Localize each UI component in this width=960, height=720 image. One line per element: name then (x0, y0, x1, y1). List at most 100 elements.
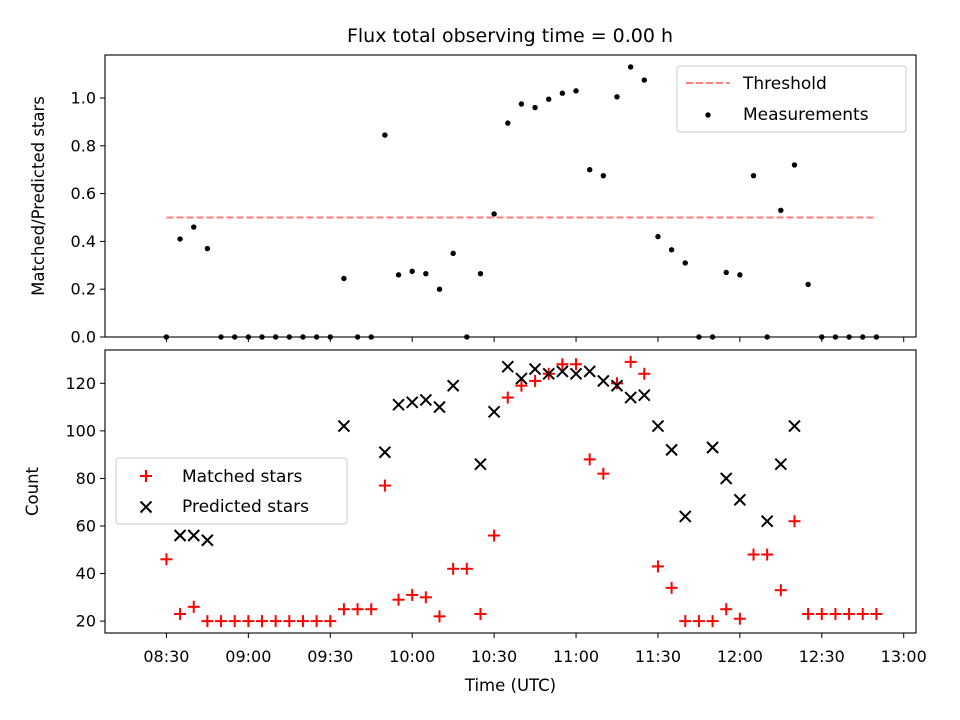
x-stroke-b (474, 457, 487, 471)
x-stroke-b (446, 379, 460, 392)
predicted-point (173, 529, 187, 542)
x-stroke-b (419, 393, 433, 407)
matched-point (160, 553, 173, 566)
predicted-point (556, 365, 569, 378)
measurement-point (627, 64, 634, 70)
x-stroke-b (665, 443, 678, 457)
measurement-point (655, 233, 661, 240)
legend-measurements-label: Measurements (743, 105, 869, 125)
measurement-point (450, 250, 456, 257)
matched-point (215, 615, 228, 628)
matched-point (815, 607, 828, 620)
predicted-point (487, 405, 501, 419)
legend-predicted-label: Predicted stars (182, 497, 309, 517)
measurement-point (805, 281, 811, 288)
measurement-point (586, 167, 593, 173)
y-tick-label: 40 (76, 564, 96, 583)
x-stroke-b (515, 372, 528, 385)
x-stroke-b (433, 400, 446, 414)
matched-point (638, 367, 651, 380)
x-tick-label: 12:30 (799, 647, 845, 666)
matched-point (228, 615, 241, 628)
x-stroke-b (624, 391, 637, 404)
matched-point (720, 603, 733, 616)
x-stroke-b (774, 457, 788, 471)
measurement-point (750, 172, 757, 179)
predicted-point (187, 529, 200, 542)
legend-box (676, 65, 907, 133)
legend-matched-label: Matched stars (182, 467, 302, 487)
y-tick-label: 20 (76, 612, 96, 631)
chart-title: Flux total observing time = 0.00 h (347, 25, 673, 47)
predicted-point (433, 400, 446, 414)
predicted-point (651, 419, 665, 433)
predicted-point (201, 534, 214, 547)
measurement-point (614, 94, 620, 100)
measurement-point (505, 120, 511, 126)
matched-point (829, 607, 842, 620)
y-axis-label: Matched/Predicted stars (29, 96, 48, 296)
x-tick-label: 08:30 (143, 647, 189, 666)
matched-point (802, 607, 815, 620)
x-stroke-b (788, 419, 801, 433)
predicted-point (583, 365, 596, 378)
matched-point (733, 612, 746, 625)
x-stroke-b (760, 515, 774, 528)
x-tick-label: 11:00 (553, 647, 599, 666)
matched-point (351, 603, 364, 616)
measurement-point (573, 88, 579, 94)
predicted-point (665, 443, 678, 457)
matched-point (597, 467, 610, 480)
matched-point (570, 358, 583, 371)
matched-point (201, 615, 214, 628)
predicted-point (446, 379, 460, 392)
legend-box (115, 457, 348, 525)
x-tick-label: 10:30 (471, 647, 517, 666)
x-tick-label: 12:00 (717, 647, 763, 666)
measurement-point (737, 272, 743, 278)
matched-point (624, 355, 637, 368)
predicted-point (774, 457, 788, 471)
matched-point (365, 603, 378, 616)
matched-point (788, 515, 801, 528)
plot-frame (104, 54, 917, 338)
legend: Threshold Measurements (676, 65, 907, 133)
x-tick-label: 13:00 (881, 647, 927, 666)
predicted-point (378, 446, 392, 459)
x-tick-label: 09:00 (225, 647, 271, 666)
y-tick-label: 120 (65, 374, 96, 393)
measurement-point (518, 101, 525, 107)
matched-point (256, 615, 269, 628)
x-stroke-b (378, 446, 392, 459)
matched-point (447, 562, 460, 575)
predicted-point (760, 515, 774, 528)
y-tick-label: 0.4 (71, 232, 96, 251)
matched-point (174, 607, 187, 620)
x-stroke-b (610, 379, 624, 392)
y-axis-label: Count (23, 466, 42, 516)
matched-point (378, 479, 391, 492)
predicted-point (405, 396, 419, 409)
measurement-point (204, 245, 211, 252)
predicted-point (788, 419, 801, 433)
matched-point (651, 560, 664, 573)
legend: Matched stars Predicted stars (115, 457, 348, 525)
predicted-point (624, 391, 637, 404)
legend-matched-swatch (140, 470, 152, 482)
matched-point (406, 588, 419, 601)
matched-point (679, 615, 692, 628)
predicted-point (515, 372, 528, 385)
predicted-point (610, 379, 624, 392)
matched-point (488, 529, 501, 542)
predicted-point (679, 510, 692, 523)
matched-point (269, 615, 282, 628)
measurement-point (778, 207, 784, 214)
measurement-point (395, 272, 402, 278)
predicted-point (720, 472, 733, 485)
matched-point (296, 615, 309, 628)
y-tick-label: 0.8 (71, 136, 96, 155)
x-stroke-b (187, 529, 200, 542)
predicted-point (474, 457, 487, 471)
predicted-point (419, 393, 433, 407)
